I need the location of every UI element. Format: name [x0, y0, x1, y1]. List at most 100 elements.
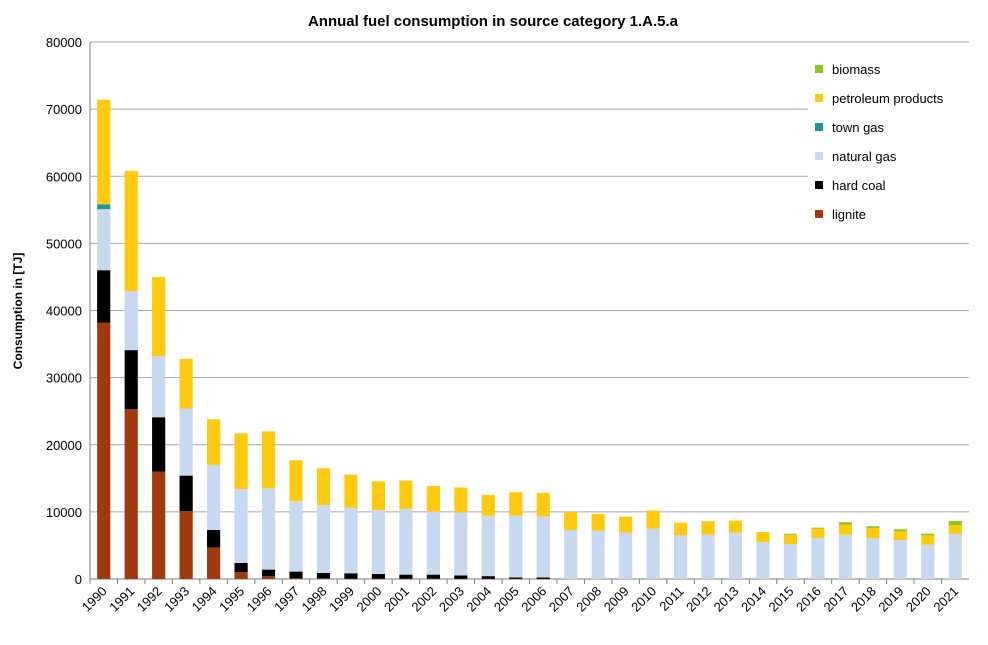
x-tick-label: 2017 [820, 584, 851, 615]
x-tick-label: 1994 [189, 584, 220, 615]
bar-natural-gas-2010 [646, 528, 660, 579]
x-tick-label: 2019 [875, 584, 906, 615]
x-tick-label: 2002 [408, 584, 439, 615]
x-tick-labels: 1990199119921993199419951996199719981999… [79, 579, 961, 615]
x-tick-label: 2003 [436, 584, 467, 615]
bar-petroleum-products-2004 [481, 494, 495, 516]
legend-swatch-petroleum-products [815, 94, 823, 102]
bar-hard-coal-1990 [97, 270, 111, 323]
bar-lignite-1992 [152, 471, 166, 579]
bar-natural-gas-2004 [481, 515, 495, 577]
bar-natural-gas-1991 [124, 291, 138, 351]
x-tick-label: 2001 [381, 584, 412, 615]
x-tick-label: 2007 [546, 584, 577, 615]
bar-natural-gas-2009 [619, 532, 633, 579]
bar-petroleum-products-2014 [756, 532, 770, 543]
bar-natural-gas-1995 [234, 489, 248, 563]
bar-petroleum-products-1994 [207, 419, 221, 465]
bar-hard-coal-1992 [152, 417, 166, 472]
legend-label-petroleum-products: petroleum products [832, 91, 944, 106]
bar-petroleum-products-2007 [564, 511, 578, 530]
bar-natural-gas-2020 [921, 544, 935, 579]
bar-lignite-1997 [289, 578, 303, 579]
bar-lignite-2000 [371, 578, 386, 580]
bar-petroleum-products-2012 [701, 521, 715, 535]
legend-swatch-biomass [815, 65, 823, 73]
bars [97, 99, 962, 580]
bar-natural-gas-2016 [811, 538, 825, 579]
legend: biomass petroleum products town gas natural… [808, 52, 970, 242]
legend-label-biomass: biomass [832, 62, 881, 77]
y-tick-label: 0 [75, 572, 82, 587]
x-tick-label: 1999 [326, 584, 357, 615]
bar-biomass-2017 [838, 522, 852, 525]
bar-petroleum-products-2017 [838, 524, 852, 535]
bar-natural-gas-1994 [207, 464, 221, 530]
bar-natural-gas-1992 [152, 356, 166, 418]
x-tick-label: 1993 [161, 584, 192, 615]
x-tick-label: 2012 [683, 584, 714, 615]
legend-swatch-town-gas [815, 123, 823, 131]
bar-hard-coal-1995 [234, 562, 248, 573]
x-tick-label: 2011 [656, 584, 686, 614]
bar-biomass-2018 [866, 526, 880, 528]
bar-petroleum-products-1995 [234, 433, 248, 490]
bar-petroleum-products-1998 [316, 468, 331, 506]
legend-swatch-hard-coal [815, 181, 823, 189]
bar-natural-gas-2006 [536, 516, 550, 578]
bar-natural-gas-1996 [261, 488, 276, 570]
bar-natural-gas-2013 [728, 532, 743, 579]
x-tick-label: 2021 [930, 584, 961, 615]
bar-natural-gas-2007 [564, 529, 578, 579]
bar-hard-coal-1998 [316, 572, 331, 579]
bar-petroleum-products-1996 [261, 431, 276, 489]
bar-hard-coal-1997 [289, 571, 303, 579]
bar-petroleum-products-2019 [893, 531, 907, 541]
bar-lignite-1994 [207, 547, 221, 579]
bar-lignite-2005 [509, 578, 523, 580]
bar-lignite-1998 [316, 578, 331, 579]
bar-natural-gas-2019 [893, 540, 907, 579]
bar-hard-coal-2004 [481, 576, 495, 579]
legend-label-hard-coal: hard coal [832, 178, 886, 193]
x-tick-label: 1995 [216, 584, 247, 615]
y-axis-label: Consumption in [TJ] [11, 253, 25, 370]
bar-lignite-2003 [454, 578, 468, 580]
bar-natural-gas-2008 [591, 530, 605, 579]
bar-petroleum-products-2013 [728, 520, 743, 533]
x-tick-label: 1992 [134, 584, 165, 615]
bar-lignite-1990 [97, 322, 111, 579]
bar-petroleum-products-2016 [811, 528, 825, 539]
x-tick-label: 2008 [573, 584, 604, 615]
bar-natural-gas-1999 [344, 507, 358, 574]
bar-petroleum-products-2000 [371, 481, 386, 511]
bar-natural-gas-1993 [179, 408, 193, 476]
bar-lignite-2004 [481, 578, 495, 580]
x-tick-label: 2009 [601, 584, 632, 615]
y-tick-label: 20000 [46, 438, 82, 453]
chart-title: Annual fuel consumption in source catego… [308, 13, 679, 30]
bar-natural-gas-1998 [316, 505, 331, 573]
bar-lignite-2001 [399, 578, 413, 580]
bar-natural-gas-2014 [756, 542, 770, 579]
bar-natural-gas-1990 [97, 209, 111, 271]
bar-natural-gas-2018 [866, 538, 880, 579]
bar-biomass-2020 [921, 533, 935, 536]
bar-natural-gas-1997 [289, 501, 303, 572]
y-tick-label: 40000 [46, 304, 82, 319]
bar-petroleum-products-2018 [866, 527, 880, 539]
bar-biomass-2015 [783, 533, 798, 535]
bar-natural-gas-2001 [399, 508, 413, 575]
bar-petroleum-products-2015 [783, 534, 798, 545]
y-tick-label: 70000 [46, 102, 82, 117]
y-tick-label: 30000 [46, 371, 82, 386]
y-tick-label: 10000 [46, 505, 82, 520]
bar-lignite-1999 [344, 578, 358, 580]
bar-petroleum-products-2020 [921, 535, 935, 545]
x-tick-label: 1991 [106, 584, 137, 615]
bar-natural-gas-2005 [509, 515, 523, 578]
bar-natural-gas-2017 [838, 534, 852, 579]
legend-label-town-gas: town gas [832, 120, 885, 135]
x-tick-label: 2010 [628, 584, 659, 615]
x-tick-label: 2016 [793, 584, 824, 615]
